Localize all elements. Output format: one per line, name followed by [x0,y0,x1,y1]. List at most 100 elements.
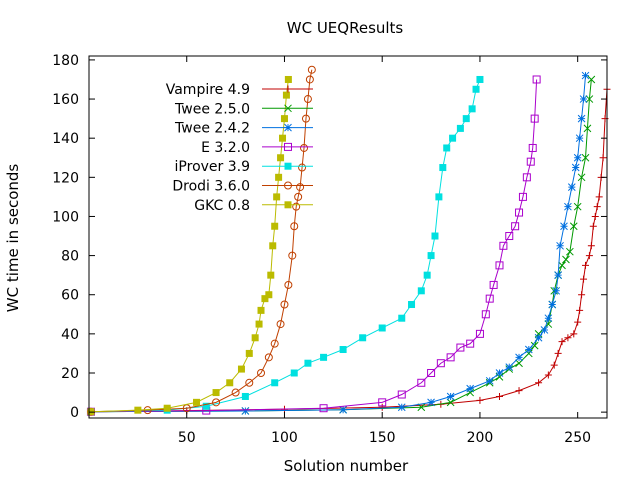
data-point [562,255,570,264]
data-point [417,403,426,412]
data-point [273,193,281,201]
data-point [446,353,455,362]
data-point [581,261,589,269]
data-point [505,363,514,371]
data-point [560,222,568,231]
data-point [481,310,490,319]
y-tick-label: 60 [61,288,79,304]
data-point [564,334,572,342]
data-point [339,346,347,354]
data-point [587,75,596,84]
data-point [564,202,572,211]
data-point [284,75,292,83]
data-point [307,65,316,74]
y-tick-label: 40 [61,327,79,343]
data-point [576,306,584,314]
data-point [193,398,201,406]
data-point [279,134,287,142]
data-point [577,173,586,182]
legend-label: Twee 2.5.0 [174,101,250,117]
data-point [495,261,504,270]
data-point [280,300,289,309]
data-point [573,153,582,162]
data-point [466,384,475,393]
data-point [567,183,576,191]
y-tick-label: 0 [70,405,79,421]
data-point [446,398,455,407]
data-point [499,241,508,250]
data-point [515,387,523,395]
data-point [241,407,250,415]
data-point [378,403,386,411]
data-point [558,261,566,270]
data-point [581,71,590,80]
data-point [446,392,455,401]
series-5 [87,75,484,416]
data-point [475,329,484,338]
data-point [270,339,279,348]
data-point [558,338,566,346]
data-point [552,286,561,295]
data-point [251,334,259,342]
data-point [231,388,240,397]
data-point [271,379,279,387]
data-point [378,324,386,332]
data-point [585,95,594,103]
legend-entry-6: Drodi 3.6.0 [172,179,313,195]
plot-frame [88,55,608,419]
axes-layer: 50 100 150 200 250 0 20 40 60 80 100 120 140 160 180 [52,53,608,446]
legend-entry-3: Twee 2.4.2 [174,121,313,137]
data-point [439,164,447,172]
data-point [580,275,588,283]
data-point [573,202,582,211]
data-point [515,359,523,368]
data-point [581,153,590,162]
data-point [408,301,416,309]
data-point [476,75,484,83]
data-point [257,368,266,377]
data-point [505,232,514,241]
data-point [255,320,263,328]
data-point [591,212,599,220]
data-point [554,271,562,280]
x-axis-title: Solution number [284,457,409,475]
series-4 [86,75,541,416]
data-point [290,222,299,231]
y-tick-label: 140 [52,131,79,147]
data-point [579,95,588,103]
data-point [163,404,171,412]
data-point [468,105,476,113]
data-point [526,157,535,166]
y-axis-title: WC time in seconds [4,164,22,313]
data-point [466,388,475,397]
data-point [515,353,523,362]
data-point [462,115,470,123]
data-point [417,287,425,295]
legend-entry-2: Twee 2.5.0 [174,101,313,117]
data-point [476,396,484,404]
data-point [290,369,298,377]
data-point [269,242,277,250]
data-point [595,193,603,201]
data-point [397,390,406,399]
legend-marker [284,201,292,209]
data-point [397,403,406,412]
data-point [524,345,533,354]
data-point [587,242,595,250]
data-point [593,203,601,211]
data-point [378,398,387,407]
data-point [485,294,494,303]
data-point [443,144,451,152]
data-point [296,183,305,192]
y-tick-label: 80 [61,249,79,265]
data-point [257,306,265,314]
data-point [245,378,254,387]
data-point [305,75,314,84]
data-point [544,371,552,379]
data-point [431,232,439,240]
data-point [554,349,562,357]
data-point [534,330,543,338]
data-point [276,320,285,329]
data-point [277,154,285,162]
